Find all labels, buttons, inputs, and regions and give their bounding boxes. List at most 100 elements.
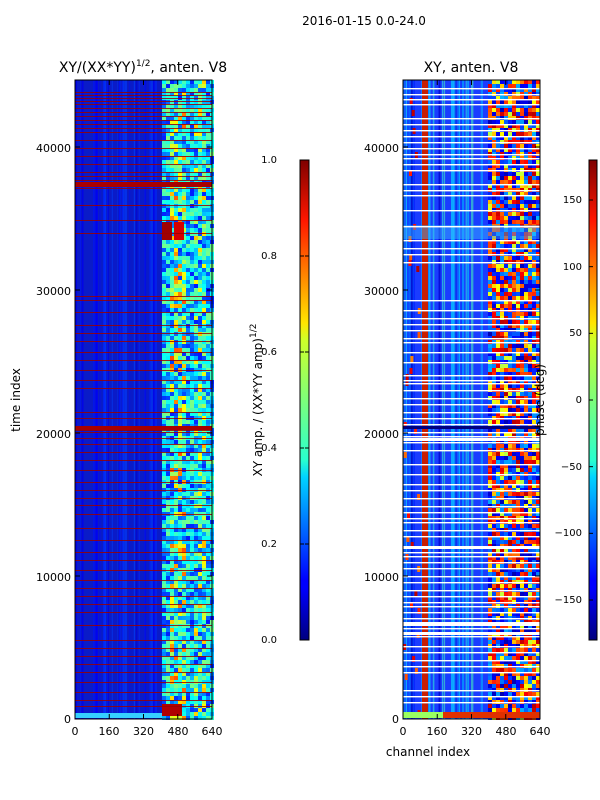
heatmap-cell <box>198 88 202 92</box>
heatmap-row <box>403 576 540 578</box>
heatmap-cell <box>178 192 182 196</box>
heatmap-cell <box>194 104 198 108</box>
heatmap-cell <box>202 532 206 536</box>
amplitude-ytick-label: 30000 <box>36 285 71 298</box>
heatmap-cell <box>178 640 182 644</box>
heatmap-cell <box>206 640 210 644</box>
heatmap-cell <box>532 412 536 416</box>
heatmap-cell <box>520 236 524 240</box>
heatmap-cell <box>532 180 536 184</box>
heatmap-cell <box>504 272 508 276</box>
heatmap-cell <box>166 248 170 252</box>
heatmap-cell <box>512 564 516 568</box>
heatmap-cell <box>532 564 536 568</box>
heatmap-cell <box>166 408 170 412</box>
heatmap-cell <box>536 524 540 528</box>
heatmap-cell <box>166 584 170 588</box>
heatmap-cell <box>202 536 206 540</box>
phase-xtick-label: 480 <box>496 725 517 738</box>
heatmap-cell <box>162 576 166 580</box>
heatmap-cell <box>178 516 182 520</box>
heatmap-cell <box>455 80 457 719</box>
heatmap-cell <box>166 252 170 256</box>
heatmap-cell <box>508 608 512 612</box>
heatmap-cell <box>194 492 198 496</box>
heatmap-cell <box>516 536 520 540</box>
heatmap-cell <box>528 640 532 644</box>
heatmap-cell <box>524 484 528 488</box>
heatmap-cell <box>516 356 520 360</box>
heatmap-cell <box>194 672 198 676</box>
heatmap-cell <box>162 440 166 444</box>
heatmap-cell <box>198 196 202 200</box>
heatmap-cell <box>166 588 170 592</box>
heatmap-cell <box>516 264 520 268</box>
heatmap-cell <box>206 556 210 560</box>
heatmap-cell <box>492 584 496 588</box>
heatmap-cell <box>202 312 206 316</box>
heatmap-cell <box>508 656 512 660</box>
heatmap-cell <box>206 192 210 196</box>
heatmap-cell <box>178 536 182 540</box>
heatmap-cell <box>194 556 198 560</box>
heatmap-cell <box>536 444 540 448</box>
heatmap-cell <box>500 372 504 376</box>
heatmap-cell <box>190 580 194 584</box>
heatmap-cell <box>512 668 516 672</box>
heatmap-cell <box>186 164 190 168</box>
heatmap-cell <box>202 700 206 704</box>
heatmap-cell <box>512 548 516 552</box>
heatmap-cell <box>488 172 492 176</box>
heatmap-cell <box>500 300 504 304</box>
heatmap-cell <box>488 640 492 644</box>
heatmap-cell <box>488 124 492 128</box>
heatmap-cell <box>182 700 186 704</box>
heatmap-cell <box>504 324 508 328</box>
heatmap-cell <box>182 552 186 556</box>
heatmap-cell <box>532 112 536 116</box>
heatmap-cell <box>75 80 77 719</box>
heatmap-cell <box>170 288 174 292</box>
heatmap-cell <box>202 572 206 576</box>
heatmap-cell <box>536 312 540 316</box>
heatmap-cell <box>186 672 190 676</box>
heatmap-row <box>403 248 540 250</box>
heatmap-cell <box>516 572 520 576</box>
heatmap-cell <box>166 612 170 616</box>
heatmap-cell <box>174 520 178 524</box>
heatmap-cell <box>528 500 532 504</box>
heatmap-cell <box>174 168 178 172</box>
heatmap-row <box>75 706 212 707</box>
heatmap-cell <box>170 364 174 368</box>
heatmap-cell <box>520 292 524 296</box>
heatmap-cell <box>166 444 170 448</box>
heatmap-cell <box>162 388 166 392</box>
heatmap-cell <box>182 632 186 636</box>
heatmap-cell <box>520 348 524 352</box>
heatmap-cell <box>166 92 170 96</box>
heatmap-cell <box>174 716 178 720</box>
heatmap-cell <box>194 460 198 464</box>
heatmap-cell <box>516 96 520 100</box>
heatmap-cell <box>182 372 186 376</box>
heatmap-cell <box>182 560 186 564</box>
heatmap-cell <box>178 372 182 376</box>
heatmap-cell <box>190 176 194 180</box>
heatmap-cell <box>488 384 492 388</box>
heatmap-cell <box>190 500 194 504</box>
heatmap-cell <box>500 608 504 612</box>
heatmap-cell <box>178 364 182 368</box>
heatmap-cell <box>166 80 170 84</box>
heatmap-cell <box>488 244 492 248</box>
heatmap-cell <box>520 532 524 536</box>
heatmap-cell <box>182 432 186 436</box>
heatmap-cell <box>500 536 504 540</box>
heatmap-cell <box>166 144 170 148</box>
heatmap-cell <box>190 636 194 640</box>
heatmap-row <box>75 426 212 430</box>
heatmap-cell <box>170 472 174 476</box>
heatmap-cell <box>524 656 528 660</box>
amplitude-ytick-label: 0 <box>64 713 71 726</box>
heatmap-cell <box>162 524 166 528</box>
heatmap-cell <box>512 572 516 576</box>
